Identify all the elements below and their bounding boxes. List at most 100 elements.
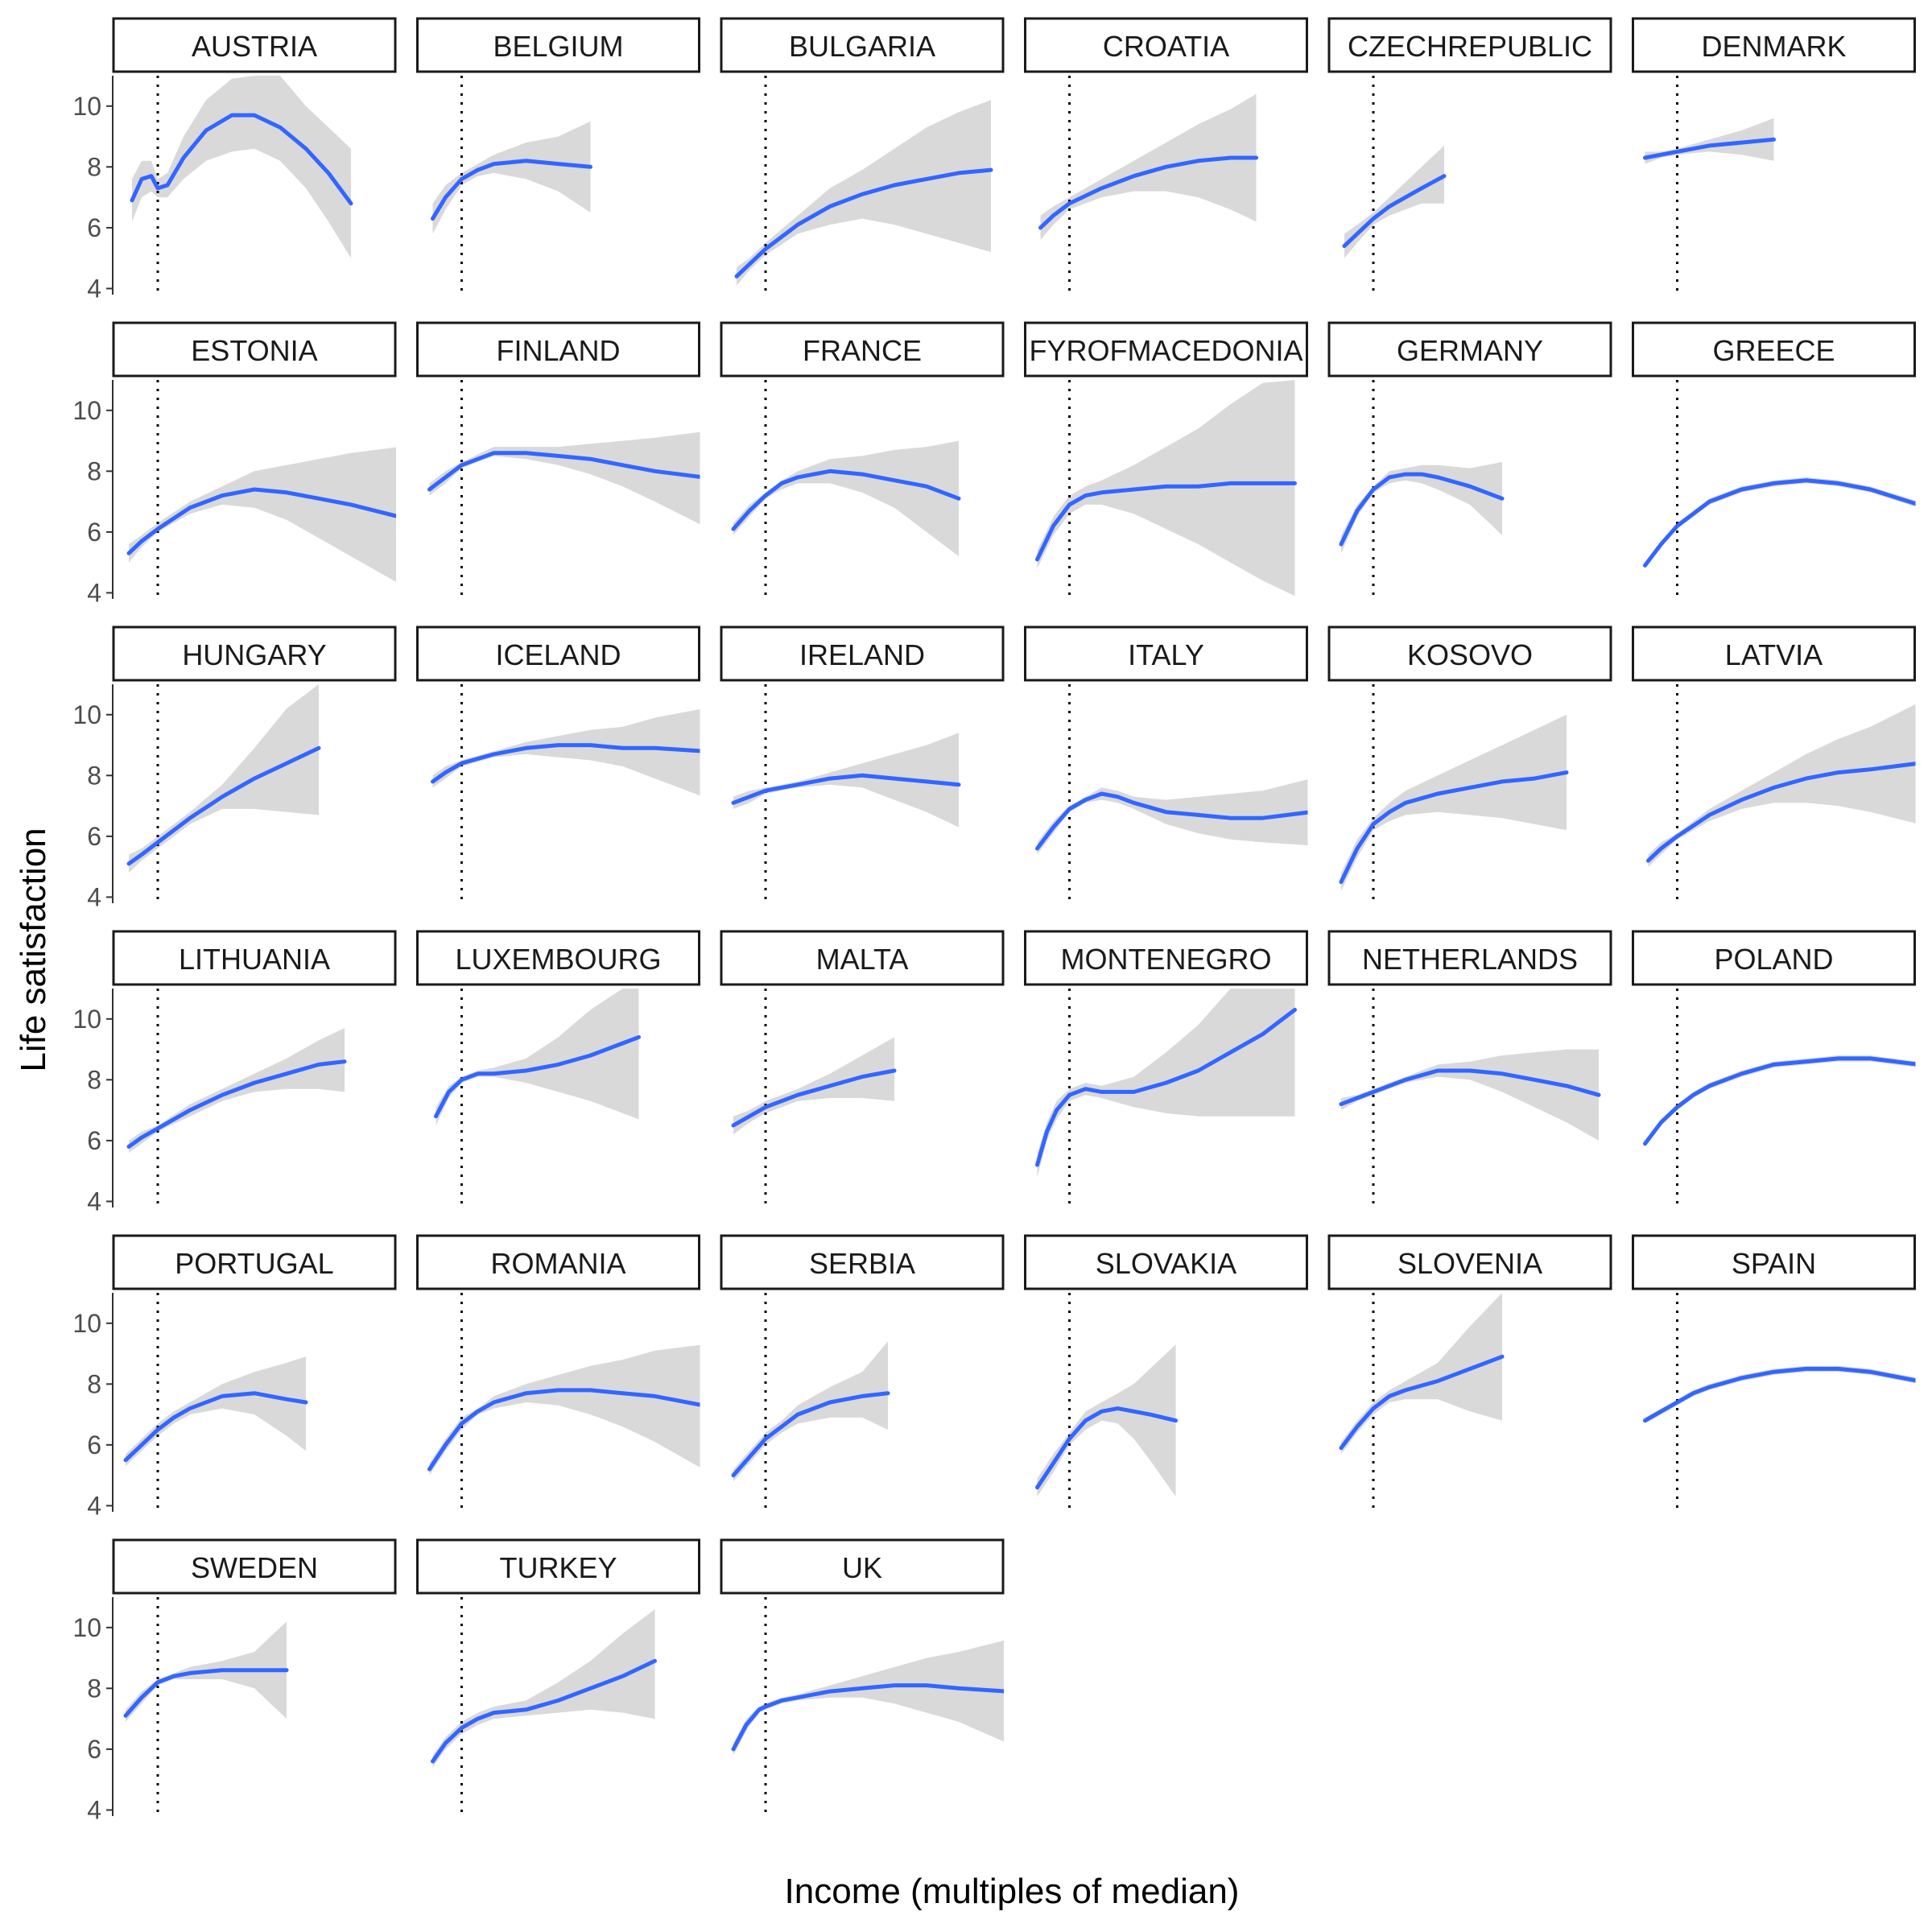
y-tick-label: 4 xyxy=(87,1491,101,1520)
confidence-band xyxy=(129,684,319,873)
series-line xyxy=(130,113,353,206)
strip-label: SLOVAKIA xyxy=(1096,1247,1236,1280)
strip-label: BULGARIA xyxy=(789,30,935,63)
series-line xyxy=(126,487,396,555)
strip-iceland xyxy=(416,625,700,682)
strip-uk xyxy=(720,1538,1005,1595)
series-line xyxy=(731,773,961,805)
panel-kosovo: KOSOVO xyxy=(1327,625,1612,903)
confidence-band xyxy=(733,1640,1004,1756)
plot-area xyxy=(1646,684,1916,903)
panel-czechrepublic: CZECHREPUBLIC xyxy=(1327,17,1612,295)
strip-slovenia xyxy=(1327,1234,1612,1290)
series-line xyxy=(1035,1406,1178,1490)
series-line xyxy=(1643,1366,1916,1423)
series-line xyxy=(434,1034,641,1119)
plot-area xyxy=(1339,1293,1505,1512)
panel-sweden: SWEDEN 4 6 8 10 xyxy=(72,1538,397,1824)
strip-label: KOSOVO xyxy=(1407,638,1533,671)
strip-label: IRELAND xyxy=(799,638,925,671)
strip-czechrepublic xyxy=(1327,17,1612,73)
y-tick-label: 10 xyxy=(72,1309,101,1338)
series-line xyxy=(431,743,700,784)
panel-slovakia: SLOVAKIA xyxy=(1024,1234,1308,1512)
series-line xyxy=(126,745,321,866)
strip-luxembourg xyxy=(416,930,700,986)
panel-slovenia: SLOVENIA xyxy=(1327,1234,1612,1512)
strip-slovakia xyxy=(1024,1234,1308,1290)
y-tick-label: 4 xyxy=(87,274,101,303)
strip-turkey xyxy=(416,1538,700,1595)
strip-latvia xyxy=(1632,625,1916,682)
plot-area xyxy=(1643,76,1776,295)
series-line xyxy=(1339,770,1569,885)
confidence-band xyxy=(129,447,396,582)
plot-area xyxy=(731,380,961,599)
series-line xyxy=(1035,1007,1297,1167)
strip-label: MALTA xyxy=(816,943,909,976)
confidence-band xyxy=(733,733,959,828)
strip-label: ITALY xyxy=(1128,638,1204,671)
plot-area xyxy=(1038,76,1258,295)
series-line xyxy=(731,1391,890,1478)
panel-grid: AUSTRIA 4 6 8 10 BELGIUM BULGARIA CROATIA CZECHR… xyxy=(72,17,1916,1824)
y-tick-label: 6 xyxy=(87,1735,101,1764)
plot-area xyxy=(1339,989,1601,1208)
strip-label: HUNGARY xyxy=(182,638,326,671)
plot-area xyxy=(123,1293,308,1512)
strip-label: BELGIUM xyxy=(493,30,623,63)
confidence-band xyxy=(432,121,591,234)
series-line xyxy=(431,1658,657,1764)
strip-bulgaria xyxy=(720,17,1005,73)
strip-serbia xyxy=(720,1234,1005,1290)
strip-label: CZECHREPUBLIC xyxy=(1348,30,1592,63)
y-tick-label: 6 xyxy=(87,1430,101,1459)
plot-area xyxy=(734,76,993,295)
plot-area xyxy=(1035,1293,1178,1512)
panel-serbia: SERBIA xyxy=(720,1234,1005,1512)
panel-ireland: IRELAND xyxy=(720,625,1005,903)
x-axis-title: Income (multiples of median) xyxy=(785,1872,1240,1911)
y-tick-label: 10 xyxy=(72,700,101,729)
strip-label: FRANCE xyxy=(803,334,922,367)
strip-ireland xyxy=(720,625,1005,682)
confidence-band xyxy=(1341,1293,1502,1455)
series-line xyxy=(1035,791,1308,851)
strip-label: LITHUANIA xyxy=(179,943,330,976)
panel-italy: ITALY xyxy=(1024,625,1308,903)
panel-france: FRANCE xyxy=(720,321,1005,599)
series-line xyxy=(731,1683,1004,1752)
panel-turkey: TURKEY xyxy=(416,1538,700,1816)
confidence-band xyxy=(1040,93,1257,240)
panel-netherlands: NETHERLANDS xyxy=(1327,930,1612,1208)
confidence-band xyxy=(733,440,959,557)
plot-area xyxy=(731,1293,890,1512)
plot-area xyxy=(1035,989,1297,1208)
strip-label: TURKEY xyxy=(499,1551,617,1584)
plot-area xyxy=(126,380,396,599)
strip-label: PORTUGAL xyxy=(175,1247,333,1280)
plot-area xyxy=(1643,380,1916,599)
strip-label: MONTENEGRO xyxy=(1060,943,1271,976)
plot-area xyxy=(427,1293,700,1512)
plot-area xyxy=(1035,380,1297,599)
panel-malta: MALTA xyxy=(720,930,1005,1208)
strip-lithuania xyxy=(112,930,397,986)
y-tick-label: 6 xyxy=(87,518,101,547)
confidence-band xyxy=(436,989,639,1125)
y-tick-label: 10 xyxy=(72,1005,101,1034)
strip-spain xyxy=(1632,1234,1916,1290)
plot-area xyxy=(1035,684,1308,903)
strip-label: LUXEMBOURG xyxy=(455,943,661,976)
strip-label: ESTONIA xyxy=(191,334,317,367)
y-tick-label: 4 xyxy=(87,882,101,911)
series-line xyxy=(1035,481,1297,562)
y-tick-label: 8 xyxy=(87,761,101,790)
y-tick-label: 10 xyxy=(72,92,101,121)
strip-label: SPAIN xyxy=(1732,1247,1816,1280)
strip-label: SWEDEN xyxy=(191,1551,318,1584)
series-line xyxy=(123,1668,289,1718)
panel-iceland: ICELAND xyxy=(416,625,700,903)
y-tick-label: 8 xyxy=(87,1369,101,1398)
confidence-band xyxy=(429,431,700,525)
